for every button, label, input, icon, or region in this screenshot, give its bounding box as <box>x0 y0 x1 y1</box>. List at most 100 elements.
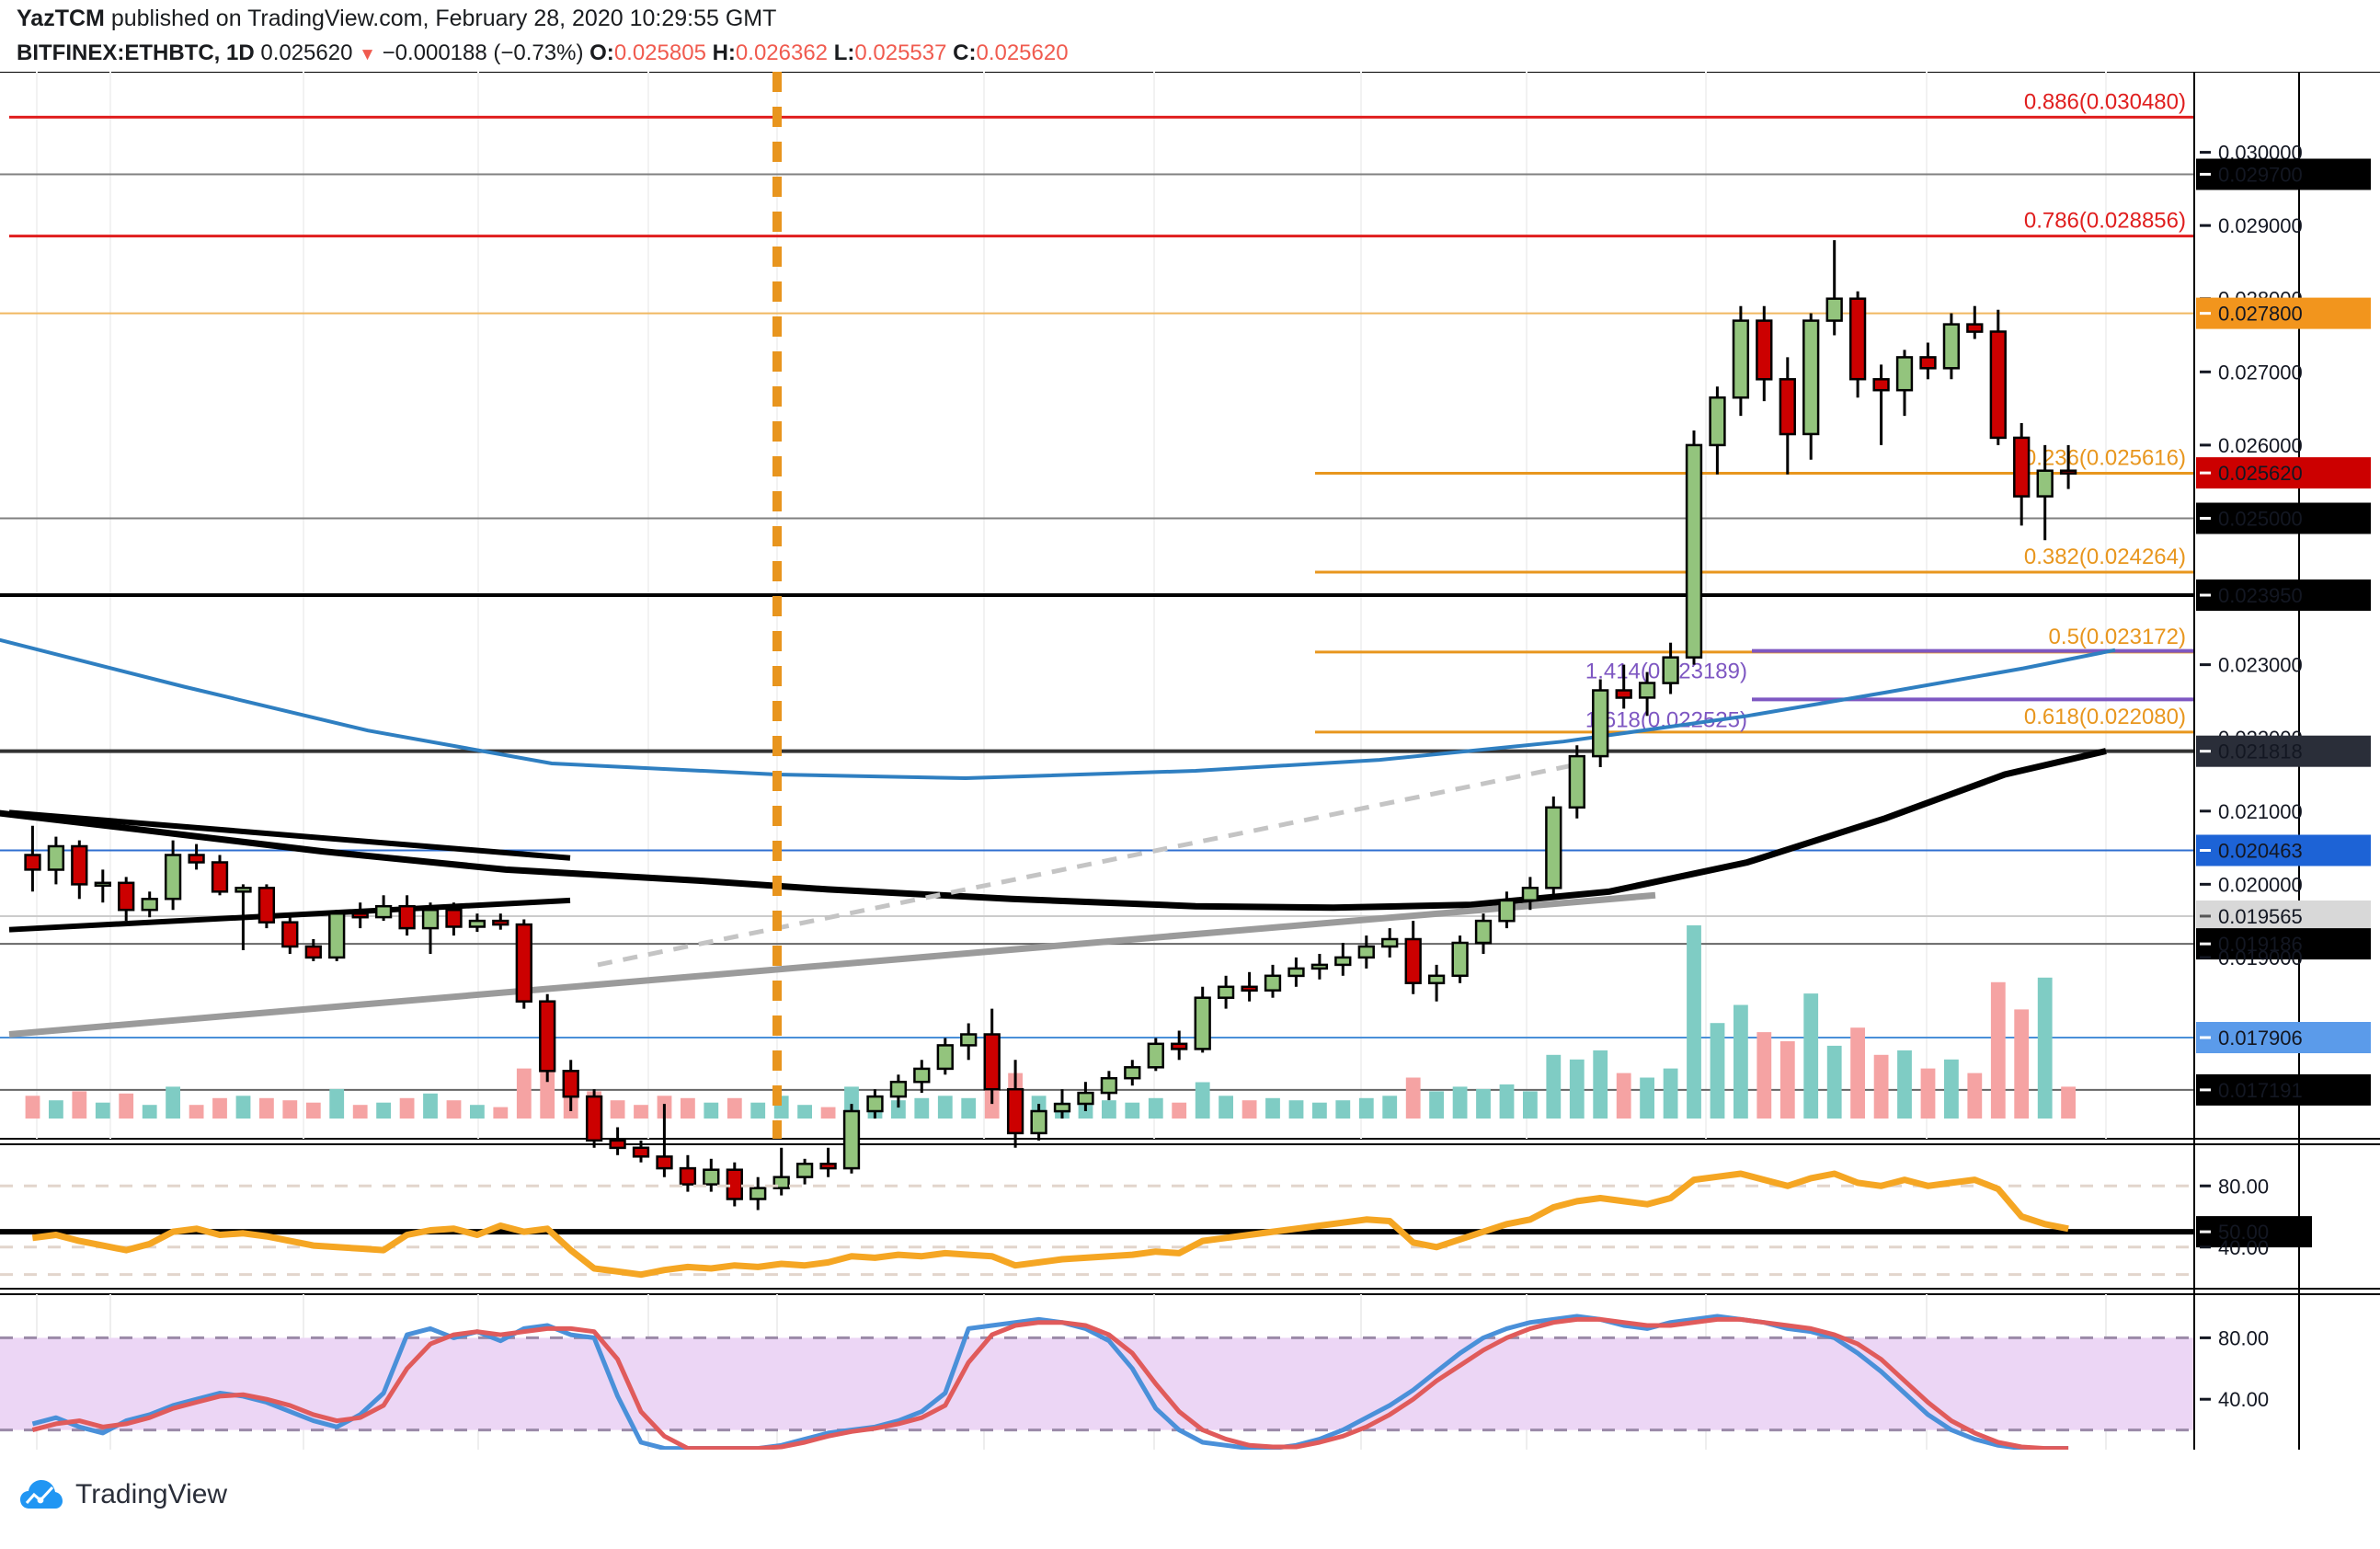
author-name: YazTCM <box>17 6 105 31</box>
candlestick-body <box>1053 1102 1071 1113</box>
price-axis-badge <box>2196 1073 2371 1106</box>
candlestick-body <box>1287 967 1305 978</box>
candlestick-body <box>1006 1087 1024 1135</box>
price-axis-badge <box>2196 502 2371 534</box>
volume-bar <box>1944 1059 1959 1119</box>
stochastic-axis-label: 40.00 <box>2218 1388 2269 1411</box>
chart-svg[interactable]: 0.886(0.030480) 0.786(0.028856) 0.236(0.02… <box>0 72 2380 1450</box>
candlestick-body <box>1568 754 1585 809</box>
candlestick-body <box>795 1163 814 1178</box>
volume-bar <box>352 1105 368 1119</box>
volume-bar <box>166 1086 180 1119</box>
volume-bar <box>1826 1045 1842 1119</box>
candlestick-body <box>1779 378 1796 436</box>
candlestick-body <box>468 919 486 928</box>
volume-bar <box>1476 1088 1491 1119</box>
volume-bar <box>376 1102 391 1119</box>
change-percent: (−0.73%) <box>493 40 584 65</box>
candlestick-body <box>889 1080 908 1098</box>
volume-bar <box>1358 1097 1374 1119</box>
volume-bar <box>446 1100 462 1119</box>
price-axis-label: 0.021000 <box>2218 800 2303 823</box>
volume-bar <box>516 1068 532 1119</box>
volume-bar <box>423 1093 438 1119</box>
tradingview-cloud-icon <box>20 1480 63 1509</box>
volume-bar <box>1569 1059 1585 1119</box>
symbol-ticker[interactable]: BITFINEX:ETHBTC, 1D <box>17 40 255 65</box>
candlestick-body <box>1756 319 1773 381</box>
volume-bar <box>1756 1032 1772 1119</box>
volume-bar <box>1102 1100 1116 1119</box>
candlestick-body <box>24 854 41 871</box>
volume-bar <box>2014 1009 2030 1119</box>
candlestick-body <box>1100 1076 1118 1095</box>
candlestick-body <box>819 1163 837 1170</box>
volume-bar <box>329 1088 345 1119</box>
candlestick-body <box>866 1095 884 1113</box>
candlestick-body <box>1592 689 1609 758</box>
price-axis-label: 0.027000 <box>2218 361 2303 384</box>
volume-bar <box>797 1105 812 1119</box>
candlestick-body <box>1825 297 1843 322</box>
fib-label-0.618: 0.618(0.022080) <box>2024 705 2186 729</box>
ohlc-open-value: 0.025805 <box>613 40 706 65</box>
volume-bar <box>95 1102 110 1119</box>
candlestick-body <box>1989 330 2007 440</box>
price-axis-badge <box>2196 457 2371 489</box>
candlestick-body <box>703 1168 720 1186</box>
ohlc-low-value: 0.025537 <box>854 40 947 65</box>
candlestick-body <box>188 854 205 864</box>
candlestick-body <box>1264 974 1282 992</box>
candlestick-body <box>515 923 532 1003</box>
price-axis-badge <box>2196 928 2371 960</box>
volume-bar <box>259 1097 274 1119</box>
moving-average-blue <box>0 637 2116 781</box>
rsi-axis-label: 40.00 <box>2218 1236 2269 1259</box>
candlestick-body <box>1217 985 1235 999</box>
candlestick-body <box>1077 1091 1094 1106</box>
candlestick-body <box>1638 682 1656 699</box>
candlestick-body <box>562 1070 579 1098</box>
chart-canvas[interactable]: 0.886(0.030480) 0.786(0.028856) 0.236(0.02… <box>0 72 2380 1450</box>
candlestick-body <box>656 1155 673 1170</box>
price-axis-label: 0.029700 <box>2218 164 2303 187</box>
candlestick-body <box>749 1187 767 1200</box>
volume-bar <box>610 1100 625 1119</box>
candlestick-body <box>1381 937 1399 948</box>
volume-bar <box>681 1097 695 1119</box>
volume-bar <box>727 1097 742 1119</box>
volume-bar <box>1920 1068 1936 1119</box>
candlestick-body <box>1474 919 1493 945</box>
price-axis-badge <box>2196 1022 2371 1053</box>
candlestick-body <box>1404 937 1422 984</box>
candlestick-body <box>47 844 65 871</box>
candlestick-body <box>1895 356 1914 392</box>
candlestick-body <box>2059 469 2077 475</box>
candlestick-body <box>1521 887 1539 902</box>
symbol-header: BITFINEX:ETHBTC, 1D 0.025620 ▼ −0.000188… <box>17 40 1069 66</box>
volume-bar <box>914 1097 930 1119</box>
volume-bar <box>891 1100 906 1119</box>
price-axis-label: 0.019000 <box>2218 947 2303 970</box>
candlestick-body <box>1147 1042 1164 1069</box>
candlestick-body <box>351 912 369 919</box>
last-price: 0.025620 <box>260 40 353 65</box>
price-axis-label: 0.026000 <box>2218 434 2303 457</box>
volume-bar <box>493 1107 509 1119</box>
candlestick-body <box>2036 469 2054 498</box>
volume-bar <box>1148 1097 1163 1119</box>
candlestick-body <box>1357 945 1375 959</box>
candlestick-body <box>1545 806 1562 889</box>
candlestick-body <box>1194 996 1211 1050</box>
volume-bar <box>1546 1054 1562 1119</box>
candlestick-body <box>281 921 299 948</box>
ohlc-high-value: 0.026362 <box>735 40 829 65</box>
volume-bar <box>937 1096 953 1119</box>
candlestick-body <box>492 919 509 926</box>
candlestick-body <box>257 887 276 924</box>
volume-bar <box>142 1105 157 1119</box>
candlestick-body <box>1942 323 1961 370</box>
candlestick-body <box>1848 297 1867 381</box>
rsi-line <box>31 1170 2069 1279</box>
fib-label-0.382: 0.382(0.024264) <box>2024 545 2186 569</box>
